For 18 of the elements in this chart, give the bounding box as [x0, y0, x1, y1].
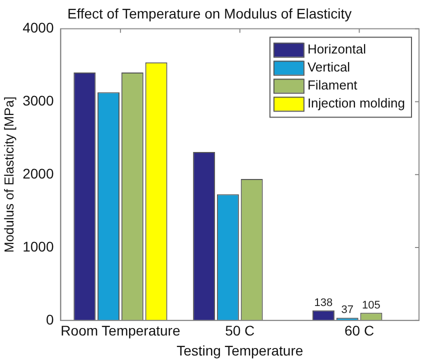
legend-label: Vertical — [307, 59, 350, 74]
legend-label: Horizontal — [307, 41, 366, 56]
y-tick-label: 2000 — [22, 165, 54, 182]
legend-label: Injection molding — [307, 95, 406, 110]
y-tick-label: 3000 — [22, 92, 54, 109]
x-axis-title: Testing Temperature — [176, 342, 304, 358]
data-label: 37 — [341, 304, 354, 316]
y-tick-label: 1000 — [22, 238, 54, 254]
chart-title: Effect of Temperature on Modulus of Elasticity — [67, 5, 352, 22]
x-tick-label: 50 C — [225, 322, 255, 339]
legend-label: Filament — [307, 77, 358, 92]
y-tick-label: 4000 — [22, 20, 54, 36]
y-tick-label: 0 — [46, 311, 54, 328]
x-tick-label: Room Temperature — [60, 322, 180, 339]
data-label: 138 — [314, 296, 333, 309]
y-axis-title: Modulus of Elasticity [MPa] — [1, 96, 16, 253]
x-tick-label: 60 C — [344, 322, 374, 339]
data-label: 105 — [362, 299, 380, 312]
